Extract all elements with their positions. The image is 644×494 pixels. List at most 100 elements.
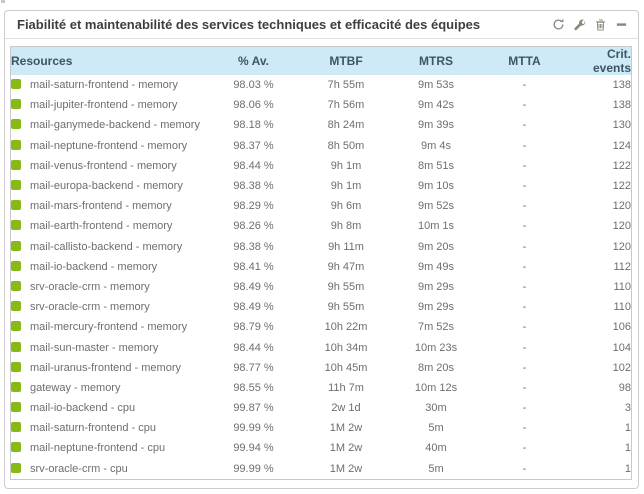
status-ok-icon — [11, 422, 21, 433]
column-header-mtrs[interactable]: MTRS — [391, 46, 481, 75]
mtrs-cell: 7m 52s — [417, 321, 455, 334]
widget-header: Fiabilité et maintenabilité des services… — [5, 11, 638, 39]
mtbf-cell: 7h 56m — [327, 99, 365, 112]
mtbf-cell: 9h 11m — [328, 240, 364, 253]
refresh-icon[interactable] — [551, 18, 565, 32]
crit-events-cell: 98 — [618, 381, 631, 394]
mtrs-cell: 8m 20s — [417, 361, 455, 374]
status-ok-icon — [11, 200, 21, 211]
table-header-row: Resources % Av. MTBF MTRS MTTA Crit. eve… — [10, 46, 632, 75]
column-header-mtta[interactable]: MTTA — [481, 46, 568, 75]
resource-cell: mail-jupiter-frontend - memory — [11, 95, 207, 115]
dashboard-widget: Fiabilité et maintenabilité des services… — [4, 10, 639, 489]
mtbf-cell: 9h 55m — [327, 301, 365, 314]
mtbf-cell: 8h 24m — [327, 119, 365, 132]
resource-name: mail-sun-master - memory — [30, 341, 159, 354]
resource-name: mail-uranus-frontend - memory — [30, 361, 181, 374]
mtbf-cell: 8h 50m — [327, 139, 365, 152]
mtta-cell: - — [522, 422, 527, 435]
availability-cell: 98.44 % — [233, 159, 274, 172]
resource-name: mail-callisto-backend - memory — [30, 240, 183, 253]
mtbf-cell: 10h 34m — [324, 341, 368, 354]
table-row: mail-saturn-frontend - cpu 99.99 % 1M 2w 5m… — [11, 418, 632, 438]
status-ok-icon — [11, 442, 21, 453]
resource-cell: mail-neptune-frontend - cpu — [11, 438, 207, 458]
availability-cell: 98.37 % — [233, 139, 274, 152]
mtbf-cell: 9h 6m — [330, 200, 362, 213]
mtrs-cell: 9m 42s — [417, 99, 455, 112]
mtbf-cell: 1M 2w — [329, 462, 363, 475]
reliability-table: Resources % Av. MTBF MTRS MTTA Crit. eve… — [10, 46, 632, 480]
crit-events-cell: 1 — [624, 462, 631, 475]
crit-events-cell: 120 — [612, 220, 631, 233]
resource-name: mail-venus-frontend - memory — [30, 159, 177, 172]
mtta-cell: - — [522, 99, 527, 112]
widget-toolbar — [551, 18, 628, 32]
resource-cell: mail-sun-master - memory — [11, 337, 207, 357]
mtta-cell: - — [522, 119, 527, 132]
status-ok-icon — [11, 402, 21, 413]
resource-name: srv-oracle-crm - memory — [30, 301, 150, 314]
column-header-mtbf[interactable]: MTBF — [301, 46, 391, 75]
availability-cell: 98.38 % — [233, 240, 274, 253]
resource-cell: mail-io-backend - memory — [11, 257, 207, 277]
status-ok-icon — [11, 361, 21, 372]
status-ok-icon — [11, 180, 21, 191]
crit-events-cell: 106 — [612, 321, 631, 334]
resource-cell: mail-neptune-frontend - memory — [11, 136, 207, 156]
resource-cell: mail-ganymede-backend - memory — [11, 115, 207, 135]
resource-name: mail-neptune-frontend - memory — [30, 139, 188, 152]
crit-events-cell: 102 — [612, 361, 631, 374]
availability-cell: 98.06 % — [233, 99, 274, 112]
column-header-crit-events[interactable]: Crit. events — [568, 46, 632, 75]
wrench-configure-icon[interactable] — [572, 18, 586, 32]
mtbf-cell: 10h 22m — [324, 321, 368, 334]
mtrs-cell: 9m 53s — [417, 79, 455, 92]
status-ok-icon — [11, 220, 21, 231]
mtrs-cell: 5m — [428, 422, 444, 435]
table-row: mail-europa-backend - memory 98.38 % 9h 1m… — [11, 176, 632, 196]
crit-events-cell: 110 — [613, 280, 631, 293]
status-ok-icon — [11, 280, 21, 291]
availability-cell: 98.29 % — [233, 200, 274, 213]
mtta-cell: - — [522, 200, 527, 213]
resource-cell: mail-europa-backend - memory — [11, 176, 207, 196]
status-ok-icon — [11, 321, 21, 332]
mtrs-cell: 9m 10s — [417, 180, 455, 193]
status-ok-icon — [11, 260, 21, 271]
mtbf-cell: 9h 8m — [330, 220, 362, 233]
resource-name: mail-jupiter-frontend - memory — [30, 99, 178, 112]
status-ok-icon — [11, 99, 21, 110]
table-row: srv-oracle-crm - cpu 99.99 % 1M 2w 5m - 1 — [11, 459, 632, 480]
resource-cell: srv-oracle-crm - cpu — [11, 459, 207, 480]
resource-cell: mail-io-backend - cpu — [11, 398, 207, 418]
table-row: mail-sun-master - memory 98.44 % 10h 34m 10… — [11, 337, 632, 357]
mtrs-cell: 30m — [425, 402, 447, 415]
mtta-cell: - — [522, 321, 527, 334]
minus-collapse-icon[interactable] — [614, 18, 628, 32]
trash-delete-icon[interactable] — [593, 18, 607, 32]
mtta-cell: - — [522, 341, 527, 354]
mtbf-cell: 7h 55m — [327, 79, 365, 92]
status-ok-icon — [11, 119, 21, 130]
availability-cell: 98.55 % — [233, 381, 274, 394]
crit-events-cell: 3 — [624, 402, 631, 415]
availability-cell: 99.99 % — [233, 462, 274, 475]
mtta-cell: - — [522, 301, 527, 314]
table-row: mail-jupiter-frontend - memory 98.06 % 7h … — [11, 95, 632, 115]
resource-cell: mail-saturn-frontend - cpu — [11, 418, 207, 438]
resource-cell: mail-earth-frontend - memory — [11, 216, 207, 236]
column-header-availability[interactable]: % Av. — [206, 46, 301, 75]
mtrs-cell: 9m 20s — [417, 240, 455, 253]
mtta-cell: - — [522, 442, 527, 455]
table-row: gateway - memory 98.55 % 11h 7m 10m 12s - 98 — [11, 378, 632, 398]
resource-cell: mail-mercury-frontend - memory — [11, 317, 207, 337]
mtrs-cell: 9m 29s — [417, 280, 455, 293]
mtbf-cell: 9h 55m — [327, 280, 365, 293]
table-row: mail-earth-frontend - memory 98.26 % 9h 8m… — [11, 216, 632, 236]
resource-cell: mail-uranus-frontend - memory — [11, 358, 207, 378]
crit-events-cell: 112 — [613, 260, 631, 273]
resource-cell: mail-saturn-frontend - memory — [11, 75, 207, 95]
mtta-cell: - — [522, 139, 527, 152]
column-header-resources[interactable]: Resources — [10, 46, 206, 75]
